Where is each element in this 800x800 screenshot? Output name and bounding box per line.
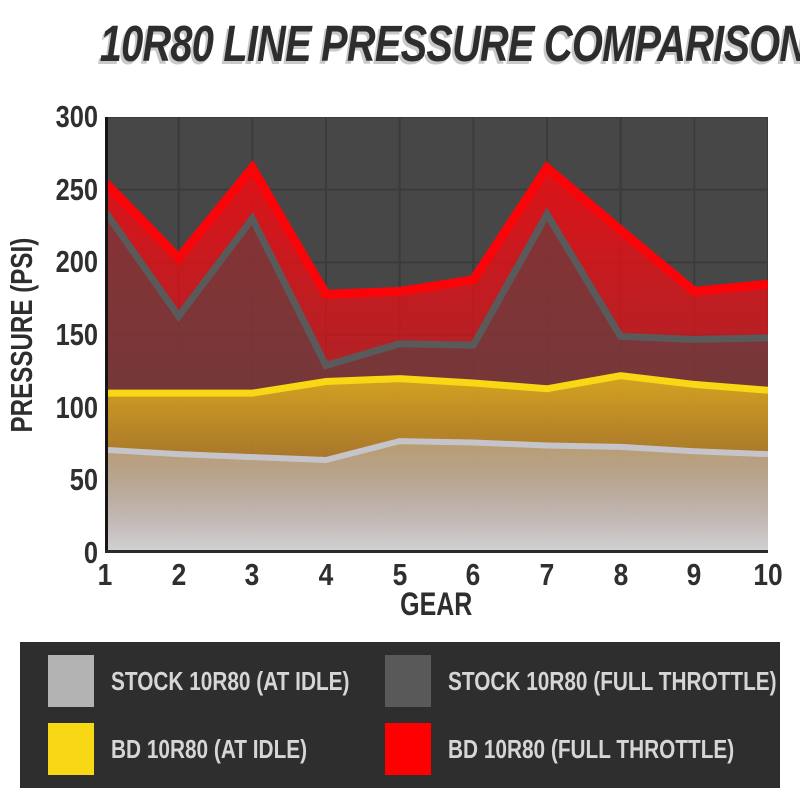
x-axis-label: GEAR: [400, 586, 473, 622]
x-tick-7: 7: [539, 557, 555, 592]
x-tick-3: 3: [244, 557, 260, 592]
x-axis-ticks: 1 2 3 4 5 6 7 8 9 10: [98, 557, 783, 592]
legend-label-2: BD 10R80 (AT IDLE): [111, 733, 308, 764]
x-tick-8: 8: [613, 557, 628, 592]
x-tick-6: 6: [465, 557, 481, 592]
legend-label-0: STOCK 10R80 (AT IDLE): [111, 665, 350, 696]
legend-item-2: BD 10R80 (AT IDLE): [48, 723, 385, 775]
legend-swatch-2: [48, 723, 94, 775]
y-tick-150: 150: [55, 317, 98, 352]
legend-item-0: STOCK 10R80 (AT IDLE): [48, 655, 385, 707]
x-tick-1: 1: [97, 557, 113, 592]
legend-item-3: BD 10R80 (FULL THROTTLE): [385, 723, 800, 775]
x-tick-5: 5: [392, 557, 407, 592]
legend-swatch-3: [385, 723, 431, 775]
y-tick-100: 100: [55, 389, 98, 425]
x-tick-9: 9: [686, 557, 702, 592]
legend-swatch-1: [385, 655, 431, 707]
plot-area: [105, 117, 768, 553]
y-tick-50: 50: [69, 462, 98, 498]
chart-legend: STOCK 10R80 (AT IDLE) STOCK 10R80 (FULL T…: [20, 642, 780, 788]
y-axis-ticks: 0 50 100 150 200 250 300: [0, 101, 98, 568]
x-tick-4: 4: [318, 557, 334, 592]
pressure-area-chart: [105, 117, 768, 553]
legend-label-3: BD 10R80 (FULL THROTTLE): [448, 733, 735, 764]
chart-title-text: 10R80 LINE PRESSURE COMPARISON: [99, 15, 800, 72]
legend-item-1: STOCK 10R80 (FULL THROTTLE): [385, 655, 800, 707]
y-tick-200: 200: [55, 244, 98, 280]
x-tick-2: 2: [171, 557, 186, 592]
x-tick-10: 10: [753, 557, 783, 592]
legend-swatch-0: [48, 655, 94, 707]
y-tick-0: 0: [83, 535, 98, 570]
y-tick-300: 300: [55, 99, 98, 134]
legend-label-1: STOCK 10R80 (FULL THROTTLE): [448, 665, 777, 696]
y-tick-250: 250: [55, 171, 98, 207]
chart-title: 10R80 LINE PRESSURE COMPARISON: [0, 14, 800, 73]
